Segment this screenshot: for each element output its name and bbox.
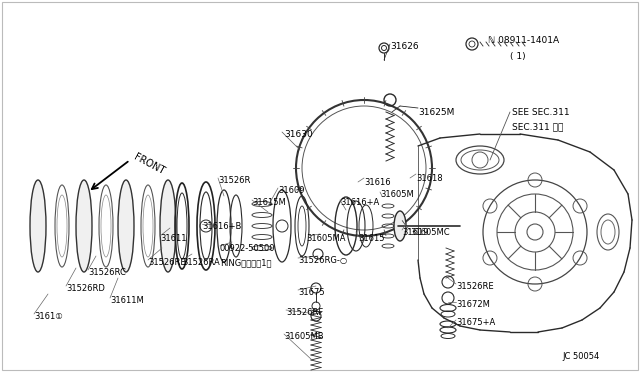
Text: 31675+A: 31675+A <box>456 318 495 327</box>
Text: 31609: 31609 <box>278 186 305 195</box>
Text: 31672M: 31672M <box>456 300 490 309</box>
Text: 31605MA: 31605MA <box>306 234 346 243</box>
Text: SEC.311 参照: SEC.311 参照 <box>512 122 563 131</box>
Text: 31526RA: 31526RA <box>182 258 220 267</box>
Text: 31526RC: 31526RC <box>88 268 126 277</box>
Text: FRONT: FRONT <box>132 152 166 176</box>
Text: RINGリング（1）: RINGリング（1） <box>220 258 271 267</box>
Text: 31675: 31675 <box>298 288 324 297</box>
Ellipse shape <box>160 180 176 272</box>
Text: 31526RG-○: 31526RG-○ <box>298 256 347 265</box>
Text: 31626: 31626 <box>390 42 419 51</box>
Ellipse shape <box>76 180 92 272</box>
Text: 31526R: 31526R <box>218 176 250 185</box>
Text: 31605MB: 31605MB <box>284 332 324 341</box>
Text: 3161①: 3161① <box>34 312 63 321</box>
Text: 31615M: 31615M <box>252 198 285 207</box>
Text: JC 50054: JC 50054 <box>562 352 599 361</box>
Text: 31526RE: 31526RE <box>456 282 493 291</box>
Ellipse shape <box>394 211 406 241</box>
Text: 31615: 31615 <box>358 234 385 243</box>
Ellipse shape <box>118 180 134 272</box>
Text: 31526RD: 31526RD <box>66 284 105 293</box>
Text: 31611: 31611 <box>160 234 186 243</box>
Text: SEE SEC.311: SEE SEC.311 <box>512 108 570 117</box>
Ellipse shape <box>30 180 46 272</box>
Text: 31618: 31618 <box>416 174 443 183</box>
Text: 31616+A: 31616+A <box>340 198 380 207</box>
Text: ( 1): ( 1) <box>510 52 525 61</box>
Text: 31611M: 31611M <box>110 296 144 305</box>
Text: 31605MC: 31605MC <box>410 228 450 237</box>
Text: 31526RF: 31526RF <box>286 308 323 317</box>
Text: 31625M: 31625M <box>418 108 454 117</box>
Text: 31630: 31630 <box>284 130 313 139</box>
Text: 31619: 31619 <box>402 228 429 237</box>
Text: 31616+B: 31616+B <box>202 222 241 231</box>
Text: ℕ 08911-1401A: ℕ 08911-1401A <box>488 36 559 45</box>
Text: 31526RB: 31526RB <box>148 258 186 267</box>
Text: 31605M: 31605M <box>380 190 413 199</box>
Text: 00922-50500: 00922-50500 <box>220 244 275 253</box>
Text: 31616: 31616 <box>364 178 390 187</box>
